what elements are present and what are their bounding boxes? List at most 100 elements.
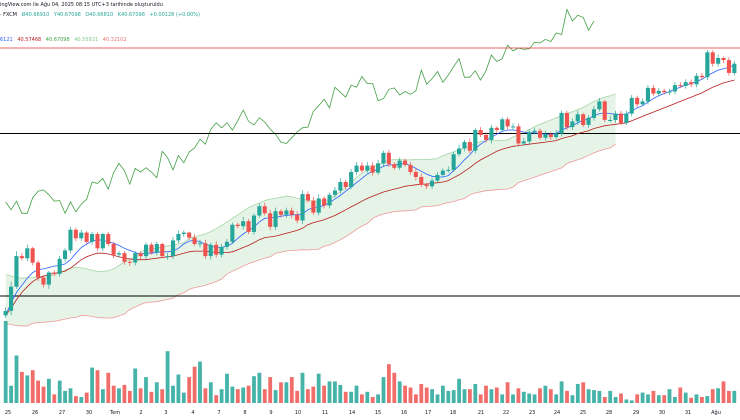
volume-bar xyxy=(608,390,613,403)
volume-bar xyxy=(95,370,100,403)
volume-bar xyxy=(306,389,310,403)
candle-body xyxy=(187,232,192,238)
candle-body xyxy=(726,60,731,73)
volume-bar xyxy=(397,381,402,403)
volume-bar xyxy=(117,388,121,403)
volume-bar xyxy=(36,380,40,403)
volume-bar xyxy=(333,381,337,403)
volume-bar xyxy=(543,385,548,403)
candle-body xyxy=(489,127,494,140)
x-tick-label: 27 xyxy=(59,410,65,416)
candle-body xyxy=(343,182,348,187)
volume-bar xyxy=(149,391,154,403)
volume-bar xyxy=(160,389,165,403)
volume-bar xyxy=(214,395,219,403)
candle-body xyxy=(732,63,737,73)
candle-body xyxy=(710,52,715,64)
candle-body xyxy=(570,121,575,128)
x-tick-label: 3 xyxy=(164,410,167,416)
ichimoku-v4: 40.55931 xyxy=(74,37,99,43)
volume-bar xyxy=(241,387,246,403)
x-tick-label: 4 xyxy=(191,410,194,416)
volume-bar xyxy=(127,390,132,403)
close-value: K40.67098 xyxy=(117,12,145,18)
volume-bar xyxy=(219,389,224,403)
candle-body xyxy=(694,75,699,85)
volume-bar xyxy=(208,382,213,403)
volume-bar xyxy=(295,390,300,403)
volume-bar xyxy=(370,397,375,403)
candle-body xyxy=(575,114,580,122)
candle-body xyxy=(651,87,656,94)
candle-body xyxy=(127,261,132,263)
candle-body xyxy=(73,229,78,239)
ichimoku-v3: 40.67098 xyxy=(45,37,70,43)
candle-body xyxy=(100,234,105,249)
volume-bar xyxy=(548,389,553,403)
candle-body xyxy=(235,224,240,227)
x-tick-label: 29 xyxy=(633,410,639,416)
volume-bar xyxy=(25,375,30,403)
volume-bar xyxy=(581,382,586,403)
candle-body xyxy=(392,164,397,168)
x-tick-label: 18 xyxy=(450,410,456,416)
volume-bar xyxy=(268,377,273,403)
candle-body xyxy=(543,134,548,138)
candle-body xyxy=(359,165,364,171)
x-tick-label: Ağu xyxy=(711,409,721,416)
volume-bar xyxy=(683,392,688,403)
volume-bar xyxy=(187,377,192,403)
candle-body xyxy=(618,113,623,123)
volume-bar xyxy=(311,386,316,403)
volume-bar xyxy=(651,390,656,403)
volume-bar xyxy=(441,385,445,403)
x-tick-label: 10 xyxy=(295,410,301,416)
x-tick-label: 22 xyxy=(503,410,509,416)
volume-bar xyxy=(349,391,353,403)
volume-bar xyxy=(597,390,602,403)
candle-body xyxy=(446,169,451,171)
volume-bar xyxy=(538,388,542,403)
candle-body xyxy=(197,243,202,245)
candle-body xyxy=(14,256,19,287)
volume-bar xyxy=(387,364,391,403)
candle-body xyxy=(41,277,46,285)
candle-body xyxy=(106,234,111,244)
candle-body xyxy=(192,237,197,244)
volume-bar xyxy=(494,387,499,403)
candle-body xyxy=(241,221,246,227)
candle-body xyxy=(273,211,278,227)
candle-body xyxy=(246,221,251,232)
candle-body xyxy=(171,240,176,257)
candle-body xyxy=(332,190,337,195)
x-tick-label: 2 xyxy=(139,410,142,416)
candle-body xyxy=(494,127,499,130)
x-tick-label: 26 xyxy=(32,410,38,416)
volume-bar xyxy=(257,372,262,403)
candle-body xyxy=(149,244,154,253)
volume-bar xyxy=(111,385,116,403)
candle-body xyxy=(559,112,564,134)
candle-body xyxy=(19,256,24,259)
volume-bar xyxy=(419,384,424,403)
volume-bar xyxy=(511,394,515,403)
candle-body xyxy=(608,120,613,121)
volume-bar xyxy=(516,388,521,403)
candle-body xyxy=(554,133,559,138)
candle-body xyxy=(435,174,440,181)
candle-body xyxy=(176,234,181,241)
high-value: Y40.67098 xyxy=(53,12,81,18)
volume-bar xyxy=(176,374,181,403)
candle-body xyxy=(467,142,472,151)
volume-bar xyxy=(500,394,505,403)
candle-body xyxy=(300,194,305,221)
volume-bar xyxy=(602,397,607,403)
volume-bar xyxy=(360,394,364,403)
candle-body xyxy=(154,244,159,253)
volume-bar xyxy=(694,394,699,403)
volume-bar xyxy=(165,351,170,403)
candle-body xyxy=(316,198,321,213)
volume-bar xyxy=(273,390,278,403)
